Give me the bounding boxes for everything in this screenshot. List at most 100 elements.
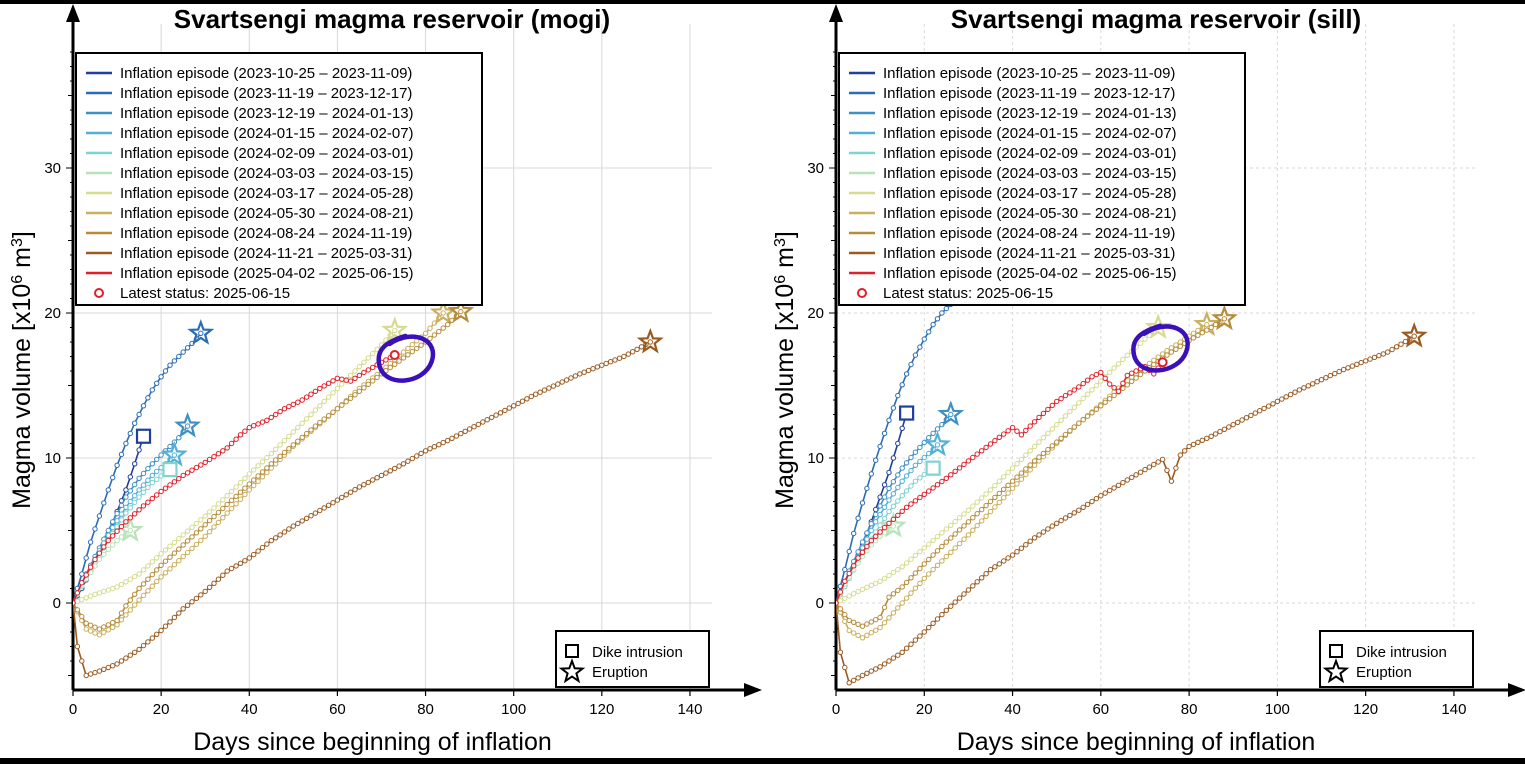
data-point bbox=[1177, 339, 1184, 345]
data-point bbox=[1230, 421, 1236, 428]
data-point bbox=[1093, 382, 1100, 389]
eruption-star-marker bbox=[937, 400, 965, 426]
data-point bbox=[965, 587, 972, 593]
data-point bbox=[842, 595, 848, 602]
data-point bbox=[83, 620, 89, 626]
data-point bbox=[1045, 526, 1051, 532]
data-point bbox=[1358, 359, 1364, 366]
data-point bbox=[908, 454, 914, 461]
data-point bbox=[242, 558, 248, 564]
data-point bbox=[83, 626, 89, 632]
data-point bbox=[886, 658, 892, 664]
data-point bbox=[890, 523, 897, 529]
data-point bbox=[1080, 380, 1086, 387]
data-point bbox=[105, 546, 112, 553]
data-point bbox=[224, 510, 230, 516]
legend-item: Inflation episode (2024-02-09 – 2024-03-… bbox=[849, 145, 1177, 162]
data-point bbox=[1076, 384, 1082, 390]
data-point bbox=[1137, 340, 1144, 346]
data-point bbox=[136, 646, 142, 653]
data-point bbox=[79, 596, 85, 603]
data-point bbox=[1129, 474, 1135, 481]
data-point bbox=[290, 442, 296, 448]
data-point bbox=[387, 468, 393, 474]
data-point bbox=[836, 600, 839, 606]
data-point bbox=[132, 461, 138, 467]
data-point bbox=[1031, 535, 1038, 541]
data-point bbox=[83, 555, 89, 561]
data-point bbox=[154, 492, 160, 498]
data-point bbox=[864, 632, 870, 638]
legend-label: Inflation episode (2024-01-15 – 2024-02-… bbox=[120, 125, 414, 142]
series-10 bbox=[73, 350, 400, 606]
x-tick-label: 0 bbox=[69, 701, 77, 718]
data-point bbox=[149, 559, 156, 565]
bottom-frame-bar bbox=[0, 758, 1525, 764]
data-point bbox=[926, 329, 932, 335]
data-point bbox=[189, 467, 195, 473]
data-point bbox=[1036, 439, 1042, 445]
data-point bbox=[303, 394, 310, 400]
data-point bbox=[1005, 555, 1011, 561]
data-point bbox=[458, 308, 464, 315]
data-point bbox=[1389, 346, 1395, 353]
legend-label: Inflation episode (2024-05-30 – 2024-08-… bbox=[120, 205, 414, 222]
data-point bbox=[1089, 410, 1095, 416]
data-point bbox=[1089, 498, 1095, 505]
data-point bbox=[903, 488, 910, 494]
chart-panel-mogi: 0 20 40 60 80 100 120 140 0 10 20 30 Svartsengi magm… bbox=[8, 4, 762, 756]
data-point bbox=[215, 509, 222, 516]
data-point bbox=[974, 511, 980, 517]
data-point bbox=[873, 580, 879, 586]
data-point bbox=[361, 482, 367, 488]
data-point bbox=[206, 509, 213, 515]
data-point bbox=[873, 529, 879, 535]
data-point bbox=[1318, 377, 1325, 383]
data-point bbox=[979, 495, 985, 501]
data-point bbox=[149, 571, 156, 578]
data-point bbox=[127, 652, 134, 658]
data-point bbox=[132, 573, 138, 580]
data-point bbox=[400, 349, 407, 355]
legend-label: Inflation episode (2025-04-02 – 2025-06-… bbox=[120, 265, 414, 282]
data-point bbox=[979, 506, 985, 513]
data-point bbox=[281, 437, 288, 444]
data-point bbox=[881, 430, 888, 437]
data-point bbox=[431, 332, 438, 338]
data-point bbox=[237, 560, 244, 566]
data-point bbox=[1380, 351, 1387, 357]
data-point bbox=[939, 611, 945, 618]
data-point bbox=[1195, 327, 1201, 334]
data-point bbox=[1107, 487, 1113, 494]
data-point bbox=[873, 519, 879, 525]
data-point bbox=[912, 352, 919, 358]
marker-legend-box bbox=[1319, 630, 1474, 688]
data-point bbox=[965, 532, 972, 538]
data-point bbox=[625, 351, 631, 357]
data-point bbox=[145, 639, 151, 645]
data-point bbox=[877, 624, 883, 631]
data-point bbox=[414, 345, 420, 352]
data-point bbox=[1349, 363, 1356, 369]
data-point bbox=[1049, 523, 1056, 529]
data-point bbox=[1314, 379, 1320, 385]
data-point bbox=[903, 504, 910, 510]
legend-label: Inflation episode (2023-10-25 – 2023-11-… bbox=[883, 65, 1175, 82]
series-line bbox=[836, 326, 1159, 604]
data-point bbox=[171, 550, 178, 556]
dike-legend-label: Dike intrusion bbox=[592, 644, 683, 661]
data-point bbox=[934, 562, 941, 568]
legend-label: Inflation episode (2023-12-19 – 2024-01-… bbox=[120, 105, 414, 122]
data-point bbox=[996, 478, 1002, 484]
data-point bbox=[171, 479, 178, 485]
legend-label: Inflation episode (2024-02-09 – 2024-03-… bbox=[883, 145, 1177, 162]
data-point bbox=[895, 498, 901, 504]
data-point bbox=[251, 467, 257, 473]
data-point bbox=[339, 494, 345, 501]
data-point bbox=[167, 443, 173, 450]
legend: Inflation episode (2023-10-25 – 2023-11-… bbox=[75, 52, 483, 306]
data-point bbox=[917, 580, 923, 586]
data-point bbox=[864, 530, 870, 536]
data-point bbox=[480, 419, 486, 425]
data-point bbox=[114, 617, 120, 624]
